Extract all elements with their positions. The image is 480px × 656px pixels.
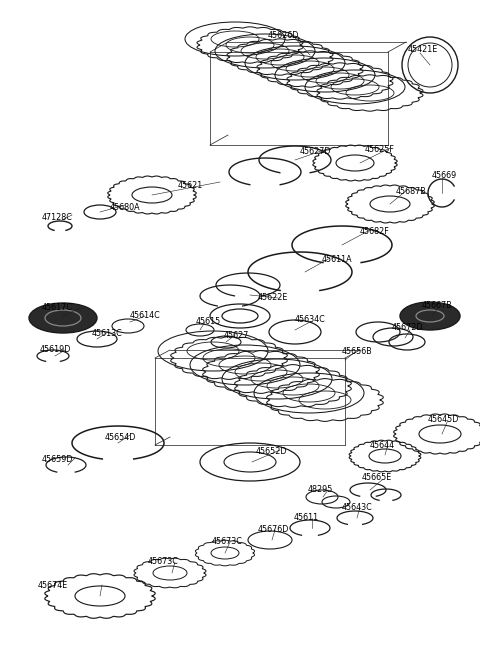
Text: 45665E: 45665E [362, 474, 392, 483]
Text: 45622E: 45622E [258, 293, 288, 302]
Text: 45643C: 45643C [342, 502, 373, 512]
Text: 45673C: 45673C [212, 537, 243, 546]
Text: 45617C: 45617C [42, 302, 73, 312]
Text: 45674E: 45674E [38, 581, 68, 590]
Text: 45676D: 45676D [258, 525, 289, 535]
Text: 45625F: 45625F [365, 146, 395, 155]
Text: 48295: 48295 [308, 485, 334, 495]
Text: 45656B: 45656B [342, 348, 373, 356]
Text: 45680A: 45680A [110, 203, 141, 213]
Text: 45619D: 45619D [40, 346, 72, 354]
Text: 45673C: 45673C [148, 558, 179, 567]
Text: 45667B: 45667B [422, 302, 453, 310]
Ellipse shape [400, 302, 460, 330]
Text: 45644: 45644 [370, 440, 395, 449]
Text: 45687B: 45687B [396, 188, 427, 197]
Text: 45652D: 45652D [256, 447, 288, 457]
Ellipse shape [29, 303, 97, 333]
Text: 45613C: 45613C [92, 329, 123, 337]
Text: 45627D: 45627D [300, 148, 332, 157]
Text: 45614C: 45614C [130, 312, 161, 321]
Text: 45669: 45669 [432, 171, 457, 180]
Text: 45672D: 45672D [392, 323, 423, 333]
Text: 45611A: 45611A [322, 255, 353, 264]
Text: 45621: 45621 [178, 180, 203, 190]
Text: 45626D: 45626D [268, 30, 300, 39]
Text: 45611: 45611 [294, 514, 319, 522]
Text: 45421E: 45421E [408, 45, 438, 54]
Text: 45659D: 45659D [42, 455, 73, 464]
Text: 47128C: 47128C [42, 213, 73, 222]
Text: 45654D: 45654D [105, 432, 136, 441]
Text: 45615: 45615 [196, 318, 221, 327]
Text: 45682F: 45682F [360, 228, 390, 237]
Text: 45634C: 45634C [295, 316, 326, 325]
Text: 45627: 45627 [224, 331, 250, 340]
Text: 45645D: 45645D [428, 415, 459, 424]
